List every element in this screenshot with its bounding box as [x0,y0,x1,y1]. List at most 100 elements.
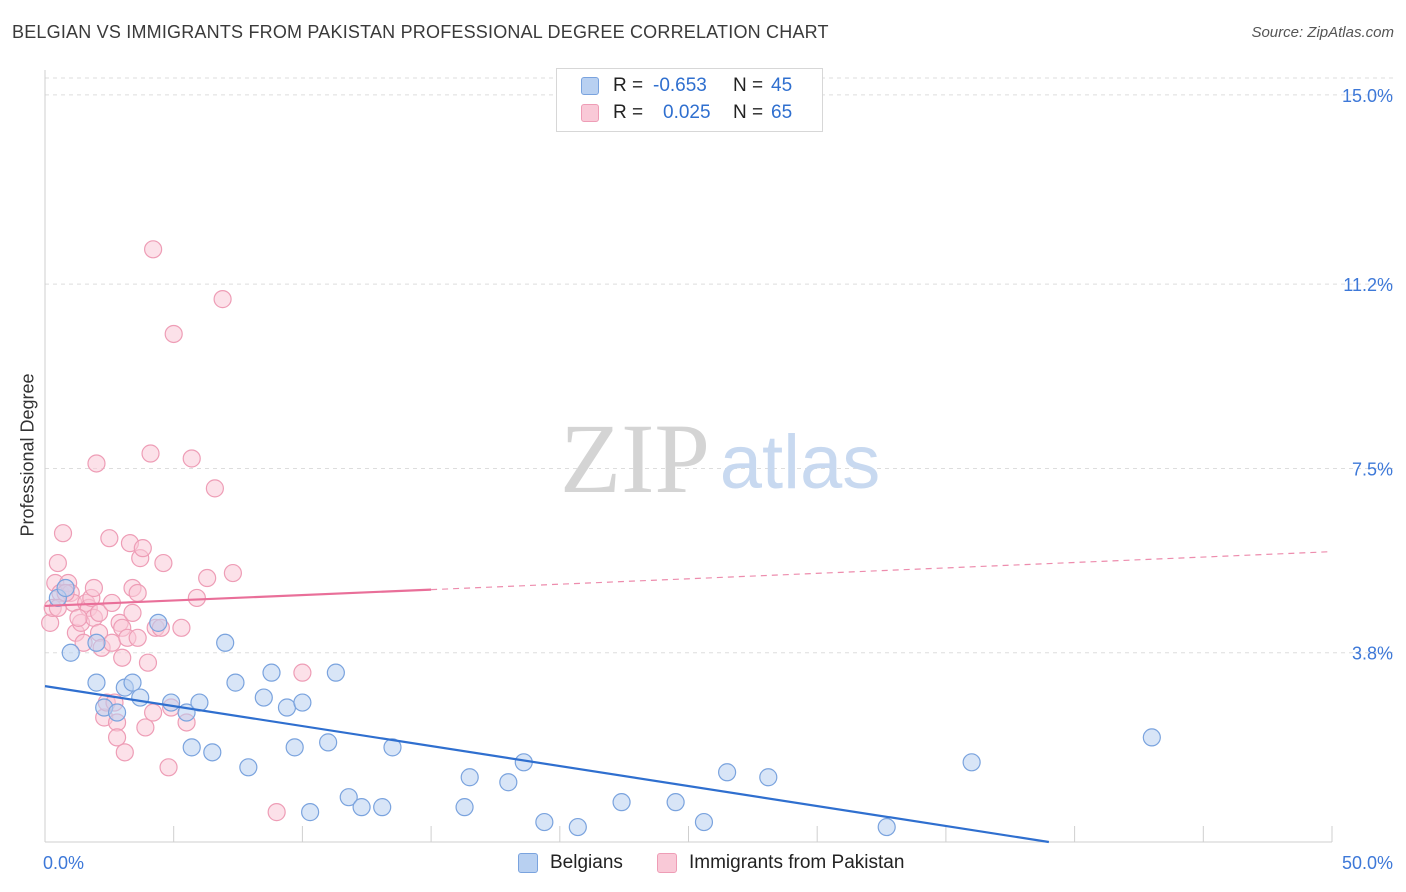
pakistan-point [198,568,217,588]
pakistan-point [136,718,155,737]
pakistan-point [107,728,127,747]
belgian-point [216,633,235,652]
pakistan-point [182,449,201,468]
belgian-point [149,613,168,632]
legend-n-label: N = [733,102,764,123]
pakistan-point [100,529,119,548]
belgian-point [131,688,150,707]
pakistan-point [154,553,173,573]
y-tick-label: 3.8% [1352,644,1393,664]
belgian-point [568,817,587,837]
legend-r-label: R = [613,75,644,96]
belgian-point [254,688,273,707]
pakistan-point [172,618,191,637]
pakistan-point [53,524,73,543]
y-axis-label: Professional Degree [17,373,38,537]
pakistan-point [141,444,160,463]
series-legend-pakistan[interactable]: Immigrants from Pakistan [657,852,904,874]
pakistan-point [115,743,134,762]
belgian-point [718,763,737,782]
belgian-point [319,733,338,752]
legend-n-value-belgians: 45 [771,75,793,96]
pakistan-point [267,803,286,822]
watermark: ZIP atlas [560,403,880,514]
correlation-legend: R = -0.653 N = 45 R = 0.025 N = 65 [556,68,823,132]
pakistan-point [187,588,206,608]
pakistan-point [205,479,224,498]
belgian-point [383,738,402,757]
pakistan-point [41,613,60,632]
belgian-point [107,703,127,722]
pakistan-point [128,628,147,647]
series-legend: Belgians Immigrants from Pakistan [0,852,1406,878]
axis-layer [44,70,1333,843]
series-swatch-belgians [518,853,538,873]
trend-layer [44,551,1333,844]
legend-r-value-pakistan: 0.025 [663,102,711,123]
belgian-point [182,738,201,757]
belgian-point [326,663,345,682]
legend-row-belgians: R = -0.653 N = 45 [581,74,792,98]
pakistan-point [164,324,183,344]
belgian-point [226,673,245,692]
x-tick-label: 50.0% [1342,853,1393,873]
pakistan-point [144,240,163,259]
belgian-point [962,753,981,772]
belgian-point [877,817,896,837]
legend-row-pakistan: R = 0.025 N = 65 [581,101,792,125]
pakistan-trend-line-extended [431,551,1333,591]
tick-labels: 3.8% 7.5% 11.2% 15.0% 0.0% 50.0% [43,86,1393,873]
belgian-point [535,812,554,832]
belgian-point [285,738,304,757]
belgian-point [694,812,714,832]
belgian-points [48,578,1161,837]
belgian-point [499,773,518,792]
y-tick-label: 7.5% [1352,459,1393,479]
belgian-point [56,578,75,598]
pakistan-point [113,648,132,667]
pakistan-point [87,454,106,473]
series-swatch-pakistan [657,853,677,873]
pakistan-trend-line [44,588,432,608]
belgian-trend-line [44,685,1050,844]
belgian-point [373,798,392,817]
pakistan-point [123,603,142,622]
pakistan-point [138,653,158,672]
pakistan-point [223,563,243,583]
y-tick-label: 15.0% [1342,86,1393,106]
belgian-point [759,768,778,787]
legend-swatch-belgians [581,77,599,95]
chart-title: BELGIAN VS IMMIGRANTS FROM PAKISTAN PROF… [12,22,829,42]
belgian-point [455,798,474,817]
belgian-point [339,788,358,807]
pakistan-point [102,633,122,652]
belgian-point [460,768,479,787]
chart-source: Source: ZipAtlas.com [1251,24,1394,41]
belgian-point [352,798,371,817]
series-label-belgians: Belgians [550,852,623,873]
pakistan-point [133,539,152,558]
x-tick-label: 0.0% [43,853,84,873]
belgian-point [262,663,281,682]
pakistan-points [41,240,312,822]
pakistan-point [84,578,104,598]
belgian-point [123,673,142,692]
pakistan-point [128,583,147,603]
belgian-point [61,643,80,662]
pakistan-point [48,553,67,573]
belgian-point [666,793,685,812]
belgian-point [293,693,312,712]
belgian-point [87,673,106,692]
pakistan-point [144,703,163,722]
series-legend-belgians[interactable]: Belgians [518,852,623,874]
watermark-zip: ZIP [560,403,710,514]
legend-n-value-pakistan: 65 [771,102,793,123]
pakistan-point [213,290,232,309]
series-label-pakistan: Immigrants from Pakistan [689,852,905,873]
pakistan-point [159,758,178,777]
legend-r-label: R = [613,102,644,123]
belgian-point [301,803,320,822]
belgian-point [612,793,631,812]
belgian-point [239,758,258,777]
